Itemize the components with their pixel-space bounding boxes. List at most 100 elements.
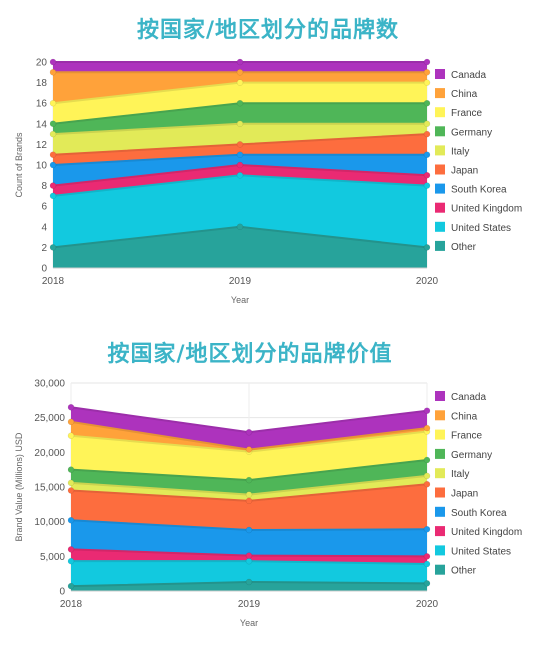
count-point-japan[interactable] (49, 151, 57, 158)
value-point-united-states[interactable] (245, 557, 253, 565)
value-point-china[interactable] (67, 418, 75, 426)
value-legend-label-italy[interactable]: Italy (451, 469, 469, 480)
count-point-china[interactable] (423, 69, 431, 76)
count-point-france[interactable] (49, 99, 57, 107)
value-point-canada[interactable] (67, 404, 75, 411)
value-legend-label-germany[interactable]: Germany (451, 450, 492, 461)
value-legend-swatch-france[interactable] (435, 429, 445, 440)
count-ytick-label: 18 (36, 78, 48, 89)
count-legend-label-germany[interactable]: Germany (451, 127, 492, 138)
count-point-south-korea[interactable] (423, 151, 431, 158)
count-legend-label-canada[interactable]: Canada (451, 70, 486, 81)
value-point-germany[interactable] (67, 466, 75, 473)
value-point-japan[interactable] (67, 487, 75, 494)
count-legend-swatch-germany[interactable] (435, 126, 445, 137)
value-legend-label-china[interactable]: China (451, 411, 478, 422)
value-point-south-korea[interactable] (245, 526, 253, 534)
count-point-china[interactable] (49, 69, 57, 76)
count-point-canada[interactable] (236, 58, 244, 66)
value-point-france[interactable] (67, 432, 75, 439)
value-y-axis-title: Brand Value (Millions) USD (14, 432, 24, 541)
count-point-united-states[interactable] (423, 182, 431, 189)
count-legend-label-china[interactable]: China (451, 89, 478, 100)
value-point-china[interactable] (423, 424, 431, 432)
value-point-other[interactable] (67, 582, 75, 590)
value-point-italy[interactable] (423, 472, 431, 480)
count-point-south-korea[interactable] (236, 151, 244, 158)
count-legend-swatch-china[interactable] (435, 88, 445, 99)
value-legend-label-united-kingdom[interactable]: United Kingdom (451, 527, 522, 538)
value-point-canada[interactable] (245, 428, 253, 436)
count-legend-swatch-united-kingdom[interactable] (435, 202, 445, 213)
value-legend-label-other[interactable]: Other (451, 566, 477, 577)
value-legend-label-united-states[interactable]: United States (451, 546, 511, 557)
value-point-united-kingdom[interactable] (67, 546, 75, 553)
count-point-italy[interactable] (423, 120, 431, 128)
value-legend-swatch-united-kingdom[interactable] (435, 526, 445, 537)
count-legend-label-united-kingdom[interactable]: United Kingdom (451, 204, 522, 215)
count-legend-label-italy[interactable]: Italy (451, 146, 469, 157)
count-point-japan[interactable] (236, 141, 244, 148)
count-point-italy[interactable] (236, 120, 244, 128)
value-point-united-states[interactable] (423, 560, 431, 568)
value-point-united-states[interactable] (67, 557, 75, 565)
count-point-canada[interactable] (423, 58, 431, 66)
value-legend-label-south-korea[interactable]: South Korea (451, 508, 507, 519)
value-point-other[interactable] (245, 578, 253, 586)
count-point-france[interactable] (236, 79, 244, 86)
value-legend-swatch-germany[interactable] (435, 448, 445, 459)
value-point-italy[interactable] (245, 491, 253, 498)
count-point-other[interactable] (423, 244, 431, 251)
count-legend-swatch-other[interactable] (435, 240, 445, 251)
count-point-united-states[interactable] (49, 192, 57, 200)
value-point-japan[interactable] (423, 480, 431, 488)
value-point-other[interactable] (423, 580, 431, 587)
count-point-germany[interactable] (236, 99, 244, 107)
value-legend-label-france[interactable]: France (451, 431, 483, 442)
value-point-china[interactable] (245, 446, 253, 453)
count-legend-swatch-france[interactable] (435, 107, 445, 118)
count-point-other[interactable] (236, 223, 244, 231)
count-point-united-states[interactable] (236, 172, 244, 179)
value-legend-swatch-canada[interactable] (435, 391, 445, 401)
value-point-united-kingdom[interactable] (423, 553, 431, 560)
count-point-united-kingdom[interactable] (49, 182, 57, 189)
count-legend-swatch-japan[interactable] (435, 164, 445, 175)
count-legend-swatch-south-korea[interactable] (435, 183, 445, 194)
count-point-china[interactable] (236, 69, 244, 76)
count-point-italy[interactable] (49, 130, 57, 138)
value-point-italy[interactable] (67, 479, 75, 487)
count-point-other[interactable] (49, 244, 57, 251)
value-legend-swatch-south-korea[interactable] (435, 506, 445, 517)
count-legend-swatch-canada[interactable] (435, 69, 445, 79)
value-point-japan[interactable] (245, 497, 253, 505)
value-point-south-korea[interactable] (67, 517, 75, 524)
count-point-south-korea[interactable] (49, 161, 57, 169)
value-legend-label-canada[interactable]: Canada (451, 392, 486, 403)
value-legend-swatch-united-states[interactable] (435, 545, 445, 556)
value-legend-swatch-italy[interactable] (435, 468, 445, 479)
count-legend-swatch-united-states[interactable] (435, 221, 445, 232)
value-legend-label-japan[interactable]: Japan (451, 489, 478, 500)
value-point-germany[interactable] (423, 456, 431, 464)
value-point-united-kingdom[interactable] (245, 552, 253, 559)
count-legend-swatch-italy[interactable] (435, 145, 445, 156)
value-point-germany[interactable] (245, 476, 253, 484)
count-legend-label-other[interactable]: Other (451, 242, 477, 253)
value-point-south-korea[interactable] (423, 526, 431, 533)
value-point-canada[interactable] (423, 407, 431, 414)
count-point-united-kingdom[interactable] (236, 161, 244, 169)
count-legend-label-japan[interactable]: Japan (451, 166, 478, 177)
value-legend-swatch-china[interactable] (435, 410, 445, 421)
count-legend-label-united-states[interactable]: United States (451, 223, 511, 234)
value-legend-swatch-japan[interactable] (435, 487, 445, 498)
count-legend-label-france[interactable]: France (451, 108, 483, 119)
value-legend-swatch-other[interactable] (435, 564, 445, 575)
count-point-germany[interactable] (49, 120, 57, 128)
count-point-germany[interactable] (423, 99, 431, 107)
count-point-canada[interactable] (49, 58, 57, 66)
count-point-japan[interactable] (423, 130, 431, 138)
count-legend-label-south-korea[interactable]: South Korea (451, 185, 507, 196)
count-point-united-kingdom[interactable] (423, 172, 431, 179)
count-point-france[interactable] (423, 79, 431, 86)
